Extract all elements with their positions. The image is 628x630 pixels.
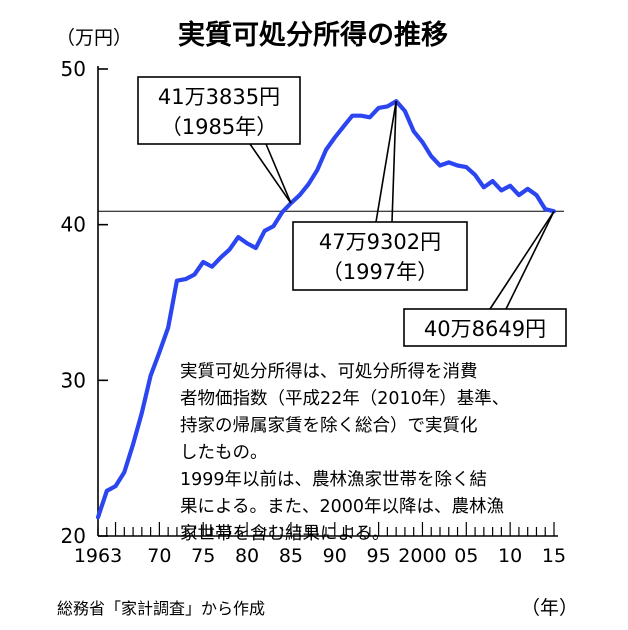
annotation-box — [292, 221, 468, 291]
annotation-label: 40万8649円 — [424, 317, 546, 341]
annotation-label: 41万3835円 — [158, 85, 280, 109]
chart-title: 実質可処分所得の推移 — [178, 19, 448, 51]
note-line: 家世帯を含む結果による。 — [180, 524, 389, 544]
y-tick-label: 20 — [61, 524, 86, 548]
x-tick-label: 95 — [367, 545, 391, 567]
x-tick-label: 2000 — [398, 545, 446, 567]
note-line: したもの。 — [180, 443, 268, 463]
x-tick-label: 80 — [235, 545, 259, 567]
annotation-box — [403, 308, 567, 347]
annotation-label: （1997年） — [322, 260, 438, 284]
x-tick-label: 90 — [323, 545, 347, 567]
annotation-leader — [249, 143, 292, 204]
x-axis: 1963 70 75 80 85 90 95 2000 05 10 15 — [74, 522, 566, 567]
annotations: 41万3835円 （1985年） 47万9302円 （1997年） 40万8649円 — [137, 76, 567, 347]
source-note: 総務省「家計調査」から作成 — [57, 599, 265, 618]
x-tick-label: 10 — [498, 545, 522, 567]
x-tick-label: 15 — [542, 545, 566, 567]
annotation-leader — [391, 101, 397, 223]
note-line: 持家の帰属家賃を除く総合）で実質化 — [180, 416, 478, 436]
y-tick-label: 40 — [61, 213, 86, 237]
x-unit-label: （年） — [521, 597, 578, 619]
annotation-leaders — [249, 101, 555, 310]
annotation-label: 47万9302円 — [319, 230, 441, 254]
series — [95, 99, 557, 520]
annotation-leader — [489, 210, 555, 310]
y-tick-label: 50 — [61, 57, 86, 81]
annotation-leader — [375, 101, 397, 223]
y-unit-label: （万円） — [56, 27, 132, 49]
x-tick-label: 1963 — [74, 545, 122, 567]
series-line-0 — [95, 99, 557, 520]
chart-note: 実質可処分所得は、可処分所得を消費者物価指数（平成22年（2010年）基準、持家… — [180, 362, 509, 544]
x-tick-label: 75 — [191, 545, 215, 567]
note-line: 実質可処分所得は、可処分所得を消費 — [180, 362, 478, 382]
note-line: 果による。また、2000年以降は、農林漁 — [180, 497, 504, 517]
x-tick-label: 85 — [279, 545, 303, 567]
note-line: 1999年以前は、農林漁家世帯を除く結 — [180, 470, 487, 490]
annotation-leader — [505, 210, 555, 310]
annotation-label: （1985年） — [161, 115, 277, 139]
y-axis: 20 30 40 50 — [61, 57, 108, 548]
x-tick-label: 70 — [147, 545, 171, 567]
annotation-box — [137, 76, 301, 145]
annotation-leader — [265, 143, 292, 204]
note-line: 者物価指数（平成22年（2010年）基準、 — [180, 389, 509, 409]
x-tick-label: 05 — [454, 545, 478, 567]
y-tick-label: 30 — [61, 368, 86, 392]
